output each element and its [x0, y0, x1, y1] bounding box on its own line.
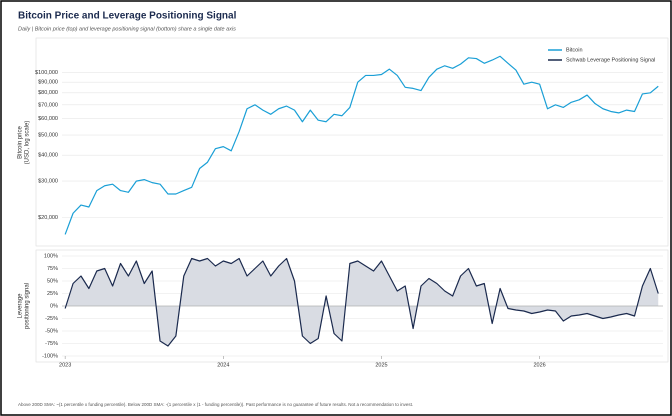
y-tick-label: $60,000	[38, 116, 58, 122]
y-tick-label: 100%	[44, 253, 58, 259]
y-tick-label: $80,000	[38, 90, 58, 96]
line	[64, 55, 659, 235]
chart-title: Bitcoin Price and Leverage Positioning S…	[18, 11, 237, 22]
legend-label: Bitcoin	[566, 47, 583, 53]
y-tick-label: $90,000	[38, 80, 58, 86]
x-tick-label: 2026	[534, 362, 546, 368]
y-tick-label: $20,000	[38, 215, 58, 221]
y-axis-label: positioning signal	[25, 283, 31, 329]
y-tick-label: 0%	[50, 303, 58, 309]
x-tick-label: 2025	[375, 362, 387, 368]
footnote: Above 200D SMA: ~(1 percentile x funding…	[18, 402, 413, 407]
y-tick-label: -75%	[45, 341, 58, 347]
y-axis-label: (USD, log scale)	[25, 121, 31, 165]
legend-label: Schwab Leverage Positioning Signal	[566, 57, 655, 63]
y-tick-label: 75%	[47, 266, 58, 272]
y-axis-label: Leverage	[18, 293, 24, 319]
y-tick-label: 25%	[47, 291, 58, 297]
y-tick-label: $50,000	[38, 133, 58, 139]
chart-subtitle: Daily | Bitcoin price (top) and leverage…	[18, 26, 236, 32]
line	[64, 257, 659, 347]
y-tick-label: $30,000	[38, 179, 58, 185]
y-tick-label: $40,000	[38, 153, 58, 159]
x-tick-label: 2024	[217, 362, 229, 368]
y-axis-label: Bitcoin price	[18, 126, 24, 159]
x-tick-label: 2023	[59, 362, 71, 368]
panel-bottom	[35, 249, 669, 363]
area	[65, 258, 659, 346]
y-tick-label: -25%	[45, 316, 58, 322]
y-tick-label: -100%	[42, 353, 58, 359]
y-tick-label: 50%	[47, 278, 58, 284]
y-tick-label: $100,000	[35, 70, 58, 76]
panel-top	[35, 37, 669, 247]
y-tick-label: $70,000	[38, 102, 58, 108]
y-tick-label: -50%	[45, 328, 58, 334]
